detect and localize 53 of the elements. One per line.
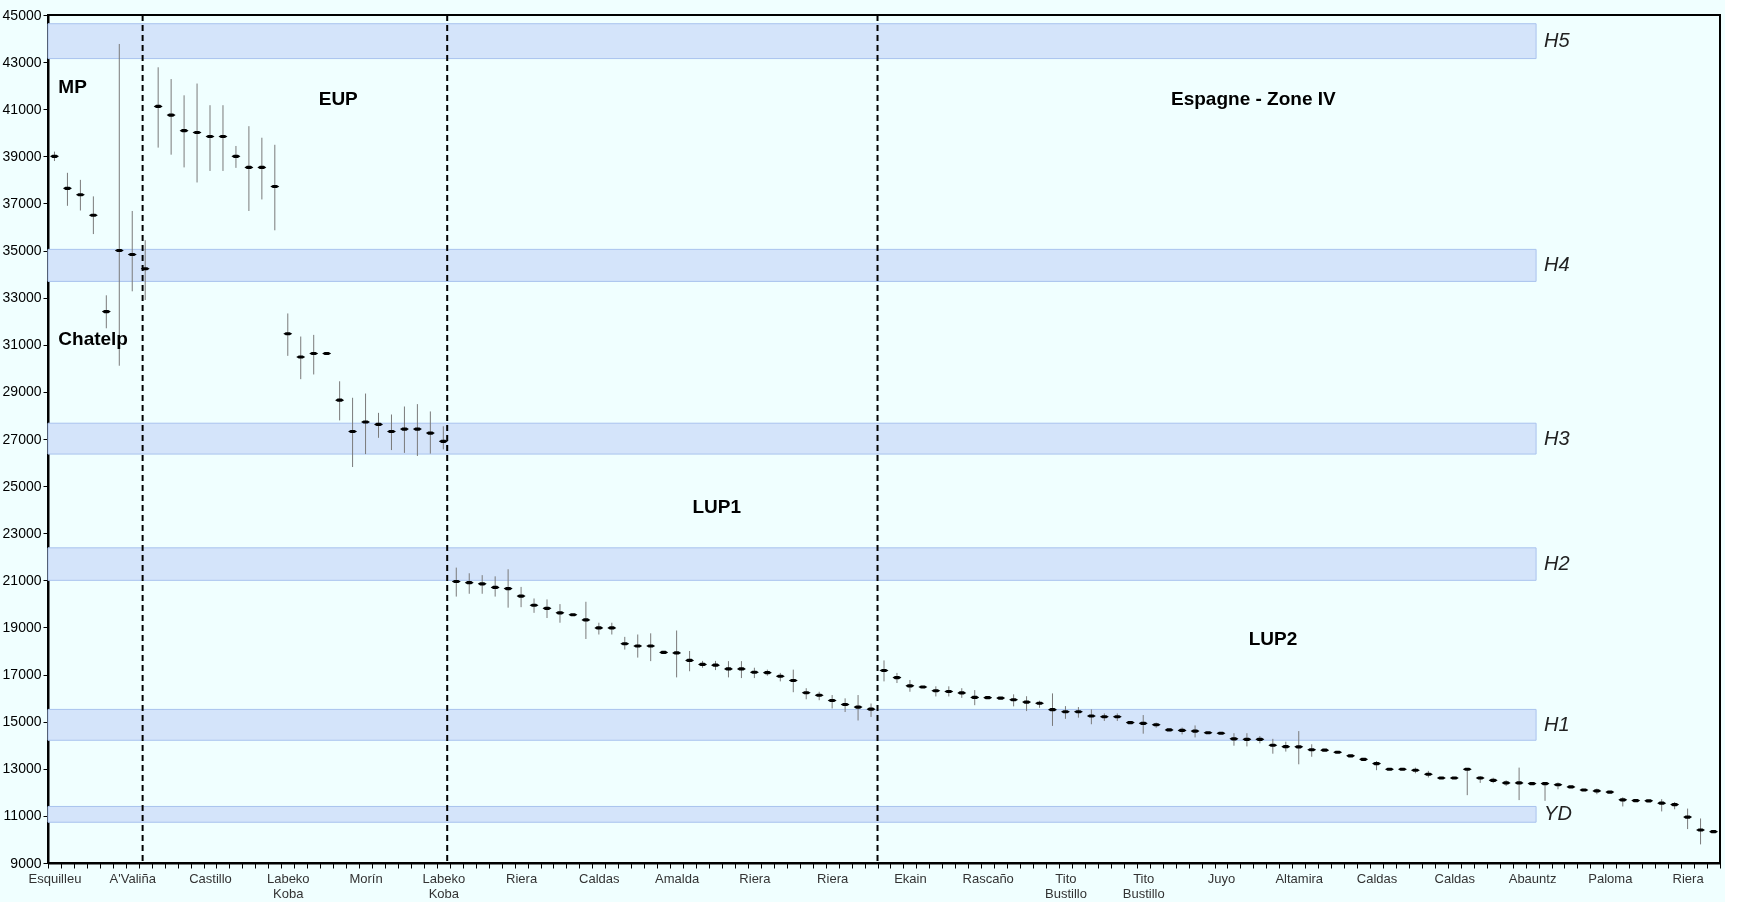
x-tick-label: Altamira <box>1275 870 1324 886</box>
x-tick-label: Caldas <box>579 870 621 886</box>
y-tick-label: 29000 <box>2 383 42 400</box>
x-tick-label: Castillo <box>189 870 232 886</box>
y-tick-label: 33000 <box>2 289 42 306</box>
x-tick-label: Juyo <box>1207 870 1236 886</box>
y-tick-label: 19000 <box>2 618 42 635</box>
y-tick-label: 31000 <box>2 336 42 353</box>
x-tick-label: Caldas <box>1434 870 1476 886</box>
x-tick-label: Paloma <box>1588 870 1634 886</box>
x-tick-label: Tito Bustillo <box>1045 870 1087 901</box>
y-tick-label: 21000 <box>2 571 42 588</box>
y-tick-label: 45000 <box>2 6 42 23</box>
y-tick-label: 15000 <box>2 713 42 730</box>
band-label: YD <box>1544 802 1572 825</box>
y-tick-label: 23000 <box>2 524 42 541</box>
x-tick-label: Riera <box>739 870 772 886</box>
x-tick-label: A'Valiña <box>109 870 157 886</box>
x-tick-label: Labeko Koba <box>266 870 310 901</box>
x-tick-label: Riera <box>506 870 538 886</box>
annotation: EUP <box>318 87 359 109</box>
annotation: Chatelp <box>58 327 128 349</box>
y-tick-label: 39000 <box>2 147 42 164</box>
y-tick-label: 25000 <box>2 477 42 494</box>
y-tick-label: 17000 <box>2 666 42 683</box>
x-tick-label: Abauntz <box>1508 870 1557 886</box>
y-tick-label: 11000 <box>3 807 42 824</box>
x-tick-label: Labeko Koba <box>422 870 466 901</box>
y-tick-label: 9000 <box>10 854 42 871</box>
y-tick-label: 41000 <box>2 100 42 117</box>
band-label: H2 <box>1544 552 1570 575</box>
band-label: H4 <box>1544 253 1570 276</box>
x-tick-label: Ekain <box>894 870 927 886</box>
annotation: LUP1 <box>692 495 742 517</box>
y-tick-label: 13000 <box>2 760 42 777</box>
x-tick-label: Tito Bustillo <box>1122 870 1165 901</box>
y-tick-label: 27000 <box>2 430 42 447</box>
annotation: LUP2 <box>1248 628 1298 650</box>
band-label: H5 <box>1544 29 1571 52</box>
x-tick-label: Amalda <box>655 870 700 886</box>
y-tick-label: 35000 <box>2 242 42 259</box>
y-tick-label: 43000 <box>2 53 42 70</box>
x-tick-label: Morín <box>349 870 383 886</box>
annotation: MP <box>58 76 88 98</box>
x-tick-label: Riera <box>817 870 849 886</box>
band-label: H3 <box>1544 426 1570 449</box>
x-tick-label: Caldas <box>1356 870 1398 886</box>
y-tick-label: 37000 <box>2 194 42 211</box>
x-tick-label: Esquilleu <box>28 870 82 886</box>
x-tick-label: Riera <box>1672 870 1705 886</box>
band-label: H1 <box>1544 712 1570 735</box>
x-tick-label: Rascaño <box>962 870 1014 886</box>
annotation: Espagne - Zone IV <box>1170 87 1337 109</box>
